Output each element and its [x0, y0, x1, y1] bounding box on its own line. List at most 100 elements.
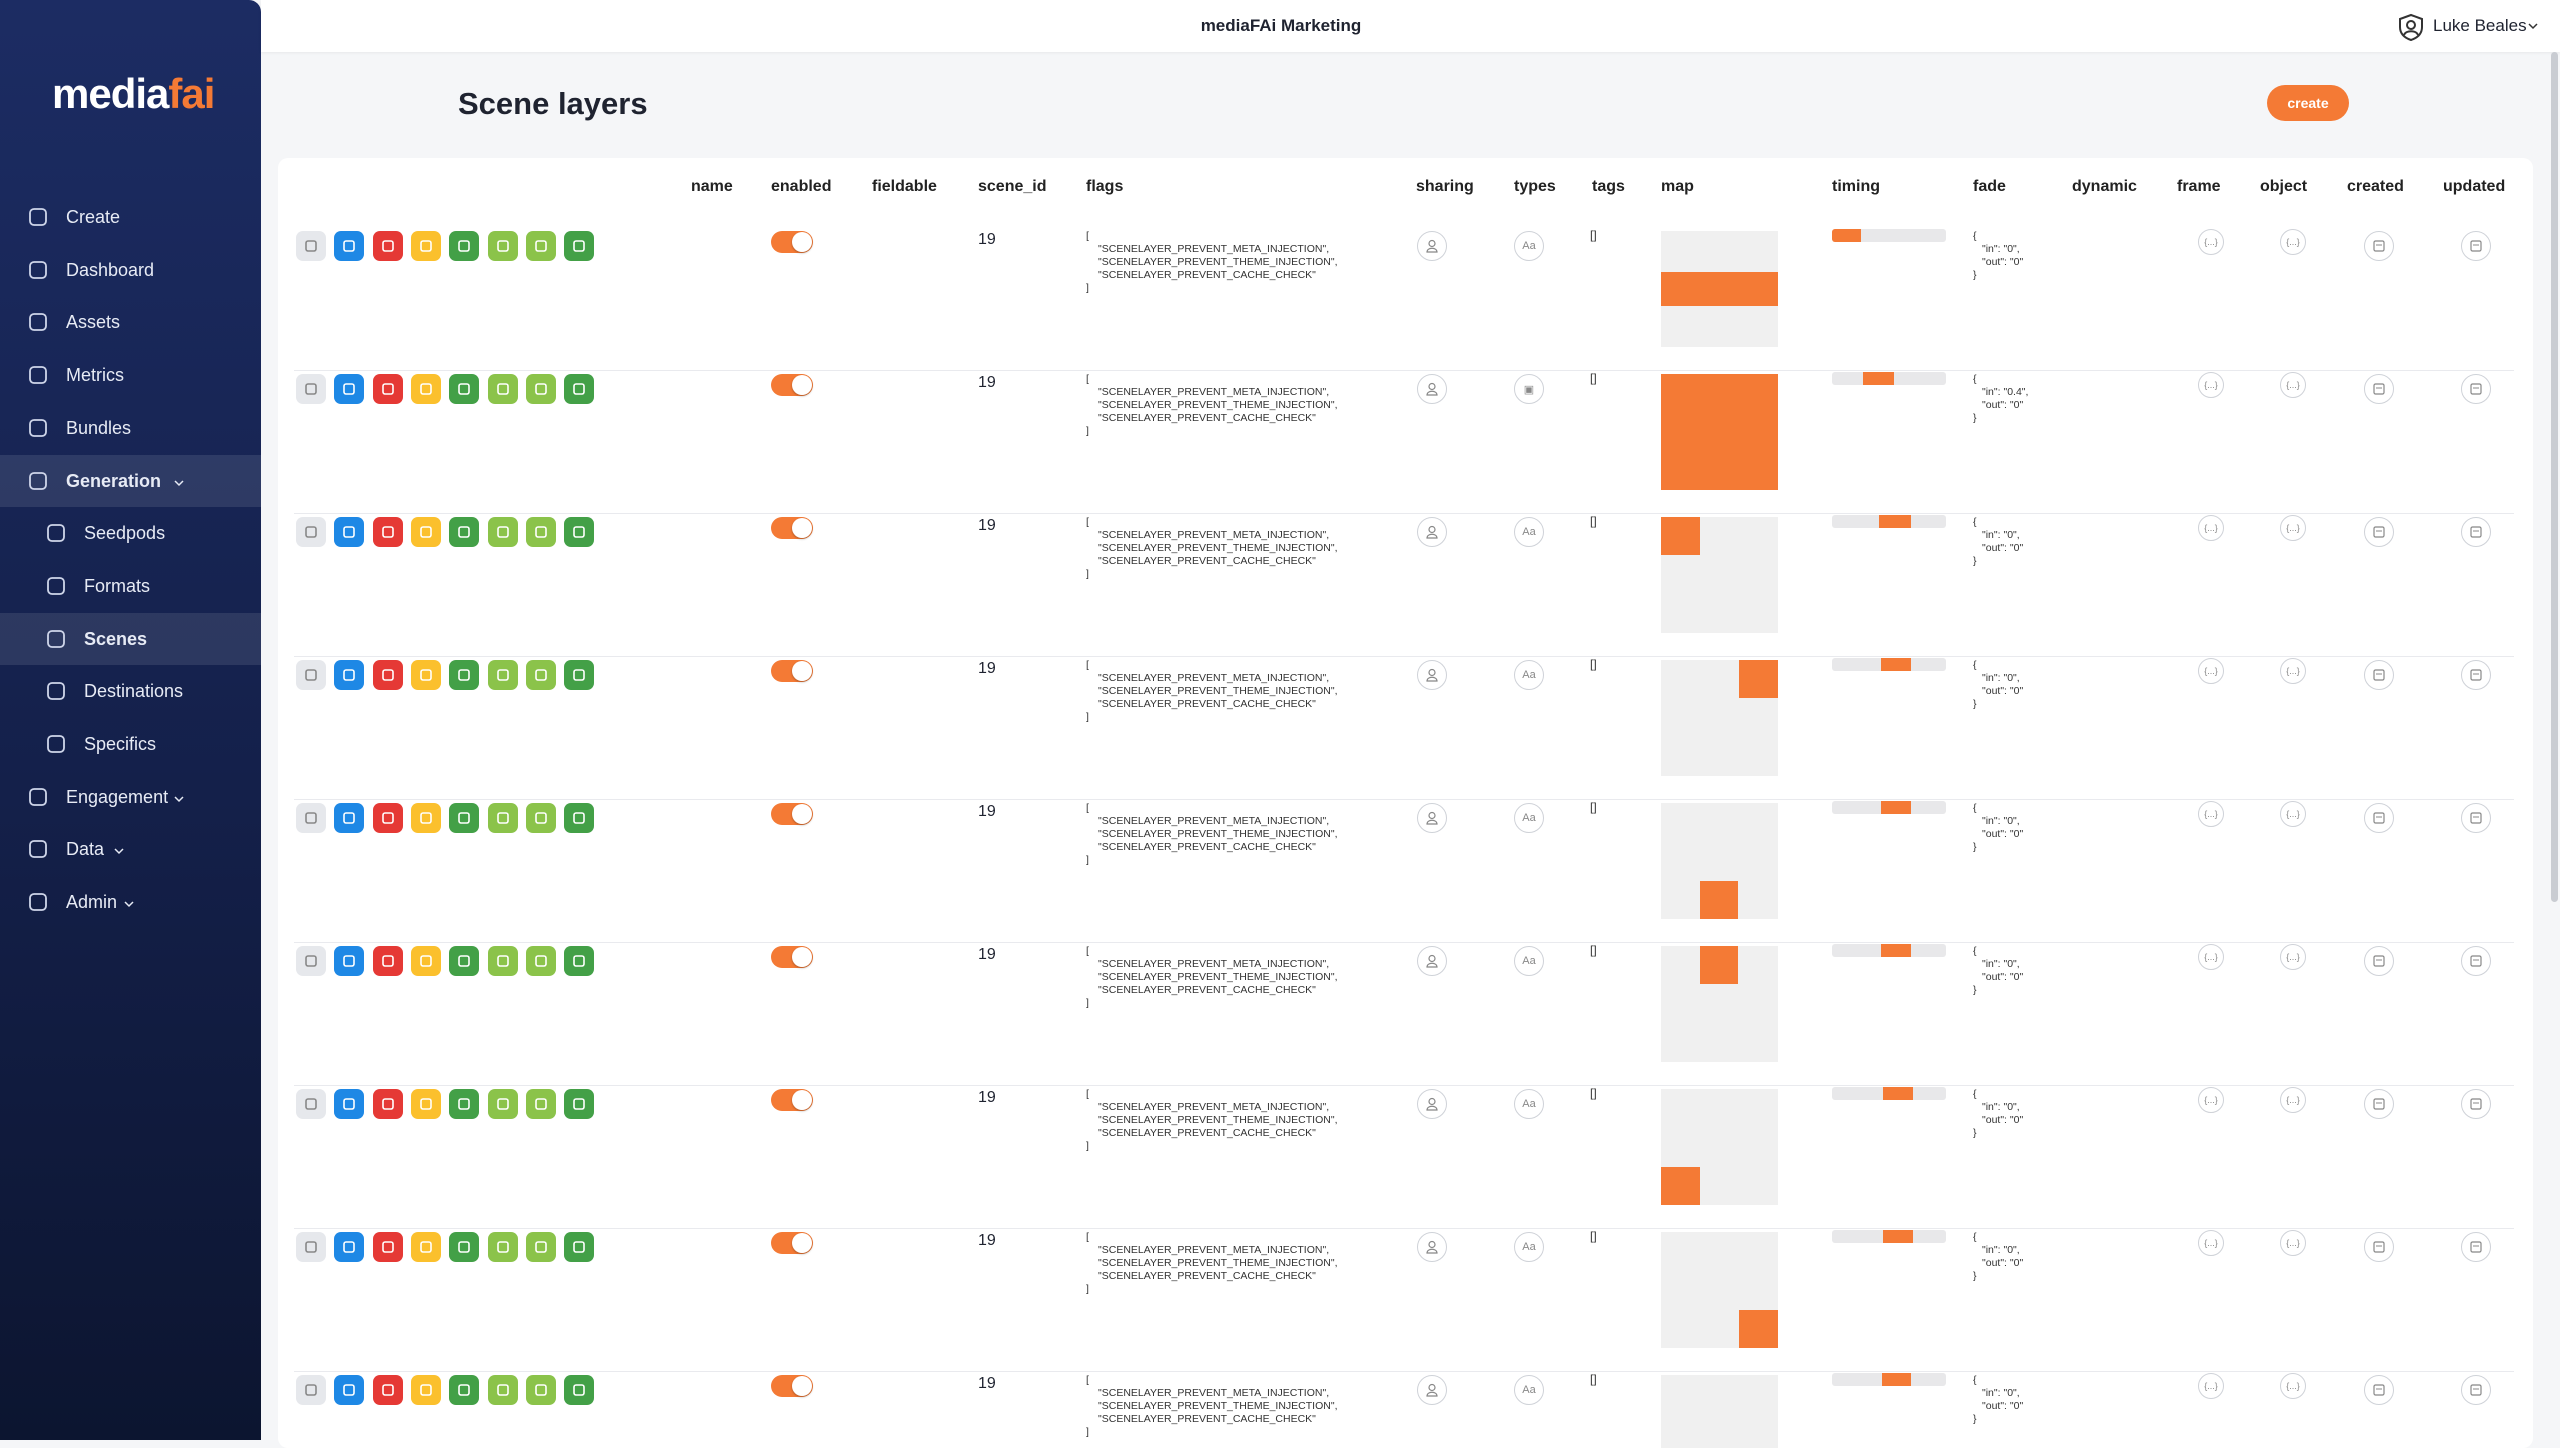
nav-item[interactable]: Specifics: [0, 718, 261, 770]
action-button[interactable]: [525, 1232, 556, 1262]
nav-item[interactable]: Destinations: [0, 665, 261, 717]
action-button[interactable]: [334, 374, 365, 404]
object-button[interactable]: {...}: [2280, 1230, 2306, 1256]
action-button[interactable]: [410, 374, 441, 404]
updated-icon[interactable]: [2461, 1232, 2491, 1262]
action-button[interactable]: [334, 517, 365, 547]
object-button[interactable]: {...}: [2280, 944, 2306, 970]
nav-item[interactable]: Metrics: [0, 349, 261, 401]
action-button[interactable]: [525, 1375, 556, 1405]
action-button[interactable]: [296, 374, 326, 404]
action-button[interactable]: [296, 1232, 326, 1262]
sharing-icon[interactable]: [1417, 660, 1447, 690]
action-button[interactable]: [410, 946, 441, 976]
types-icon[interactable]: Aa: [1514, 1232, 1544, 1262]
sharing-icon[interactable]: [1417, 517, 1447, 547]
types-icon[interactable]: Aa: [1514, 946, 1544, 976]
enabled-toggle[interactable]: [771, 1375, 813, 1397]
nav-item[interactable]: Create: [0, 191, 261, 243]
action-button[interactable]: [449, 803, 480, 833]
action-button[interactable]: [525, 517, 556, 547]
nav-item[interactable]: Data: [0, 823, 261, 875]
action-button[interactable]: [449, 517, 480, 547]
types-icon[interactable]: Aa: [1514, 1089, 1544, 1119]
nav-item[interactable]: Bundles: [0, 402, 261, 454]
action-button[interactable]: [296, 803, 326, 833]
action-button[interactable]: [372, 1089, 403, 1119]
nav-item[interactable]: Dashboard: [0, 244, 261, 296]
user-name[interactable]: Luke Beales: [2433, 16, 2527, 35]
action-button[interactable]: [525, 374, 556, 404]
frame-button[interactable]: {...}: [2198, 801, 2224, 827]
created-icon[interactable]: [2364, 231, 2394, 261]
object-button[interactable]: {...}: [2280, 229, 2306, 255]
action-button[interactable]: [525, 803, 556, 833]
sharing-icon[interactable]: [1417, 231, 1447, 261]
action-button[interactable]: [487, 517, 518, 547]
types-icon[interactable]: Aa: [1514, 660, 1544, 690]
action-button[interactable]: [487, 660, 518, 690]
action-button[interactable]: [372, 231, 403, 261]
sharing-icon[interactable]: [1417, 1232, 1447, 1262]
action-button[interactable]: [372, 374, 403, 404]
updated-icon[interactable]: [2461, 1375, 2491, 1405]
action-button[interactable]: [410, 1089, 441, 1119]
action-button[interactable]: [525, 946, 556, 976]
sharing-icon[interactable]: [1417, 1089, 1447, 1119]
action-button[interactable]: [372, 660, 403, 690]
action-button[interactable]: [334, 946, 365, 976]
frame-button[interactable]: {...}: [2198, 1373, 2224, 1399]
action-button[interactable]: [449, 946, 480, 976]
updated-icon[interactable]: [2461, 660, 2491, 690]
sharing-icon[interactable]: [1417, 946, 1447, 976]
object-button[interactable]: {...}: [2280, 1373, 2306, 1399]
object-button[interactable]: {...}: [2280, 515, 2306, 541]
updated-icon[interactable]: [2461, 374, 2491, 404]
action-button[interactable]: [296, 517, 326, 547]
nav-item[interactable]: Engagement: [0, 771, 261, 823]
action-button[interactable]: [372, 803, 403, 833]
updated-icon[interactable]: [2461, 946, 2491, 976]
object-button[interactable]: {...}: [2280, 372, 2306, 398]
action-button[interactable]: [410, 803, 441, 833]
frame-button[interactable]: {...}: [2198, 944, 2224, 970]
created-icon[interactable]: [2364, 1232, 2394, 1262]
enabled-toggle[interactable]: [771, 374, 813, 396]
object-button[interactable]: {...}: [2280, 1087, 2306, 1113]
created-icon[interactable]: [2364, 517, 2394, 547]
action-button[interactable]: [410, 660, 441, 690]
action-button[interactable]: [410, 231, 441, 261]
frame-button[interactable]: {...}: [2198, 515, 2224, 541]
object-button[interactable]: {...}: [2280, 658, 2306, 684]
action-button[interactable]: [410, 1232, 441, 1262]
action-button[interactable]: [334, 1375, 365, 1405]
action-button[interactable]: [334, 660, 365, 690]
action-button[interactable]: [449, 231, 480, 261]
action-button[interactable]: [296, 660, 326, 690]
types-icon[interactable]: Aa: [1514, 803, 1544, 833]
action-button[interactable]: [372, 1232, 403, 1262]
enabled-toggle[interactable]: [771, 517, 813, 539]
action-button[interactable]: [487, 1089, 518, 1119]
frame-button[interactable]: {...}: [2198, 372, 2224, 398]
created-icon[interactable]: [2364, 374, 2394, 404]
enabled-toggle[interactable]: [771, 946, 813, 968]
action-button[interactable]: [525, 660, 556, 690]
action-button[interactable]: [296, 1375, 326, 1405]
action-button[interactable]: [334, 231, 365, 261]
created-icon[interactable]: [2364, 660, 2394, 690]
action-button[interactable]: [564, 1089, 595, 1119]
action-button[interactable]: [410, 517, 441, 547]
action-button[interactable]: [334, 1089, 365, 1119]
action-button[interactable]: [564, 374, 595, 404]
updated-icon[interactable]: [2461, 803, 2491, 833]
enabled-toggle[interactable]: [771, 660, 813, 682]
nav-item[interactable]: Seedpods: [0, 507, 261, 559]
create-button[interactable]: create: [2267, 85, 2349, 121]
types-icon[interactable]: Aa: [1514, 517, 1544, 547]
frame-button[interactable]: {...}: [2198, 658, 2224, 684]
action-button[interactable]: [449, 1232, 480, 1262]
action-button[interactable]: [487, 803, 518, 833]
action-button[interactable]: [564, 803, 595, 833]
nav-item[interactable]: Scenes: [0, 612, 261, 665]
